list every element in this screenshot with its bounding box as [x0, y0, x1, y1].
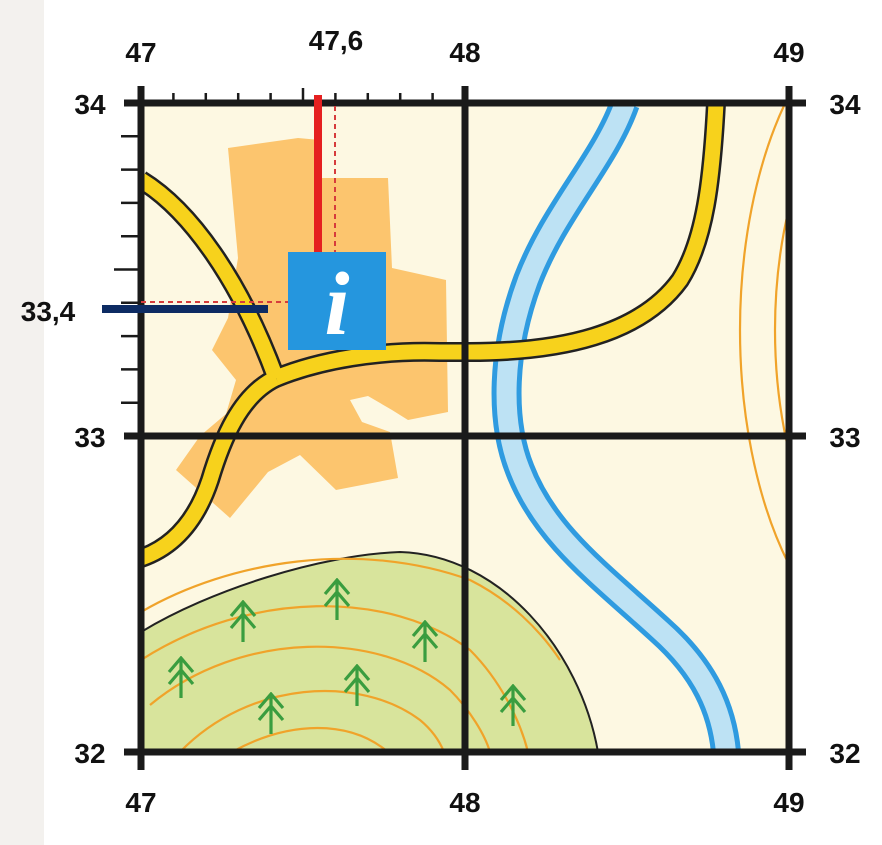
information-glyph: i — [324, 255, 349, 354]
information-icon: i — [288, 252, 386, 354]
easting-label-bottom-49: 49 — [773, 787, 804, 818]
northing-label-right-33: 33 — [829, 422, 860, 453]
river — [496, 103, 736, 752]
easting-marker — [314, 95, 322, 257]
easting-label-top-47: 47 — [125, 37, 156, 68]
northing-label-left-32: 32 — [74, 738, 105, 769]
northing-label-right-34: 34 — [829, 89, 861, 120]
reading-guides — [141, 106, 336, 303]
road — [141, 103, 724, 566]
northing-marker — [102, 305, 268, 313]
scale-ticks — [114, 88, 434, 404]
northing-label-left-34: 34 — [74, 89, 106, 120]
easting-reading-label: 47,6 — [309, 25, 364, 56]
easting-label-top-49: 49 — [773, 37, 804, 68]
easting-label-bottom-47: 47 — [125, 787, 156, 818]
northing-label-left-33: 33 — [74, 422, 105, 453]
northing-reading-label: 33,4 — [21, 296, 76, 327]
easting-label-bottom-48: 48 — [449, 787, 480, 818]
hill-contours — [738, 103, 789, 568]
northing-label-right-32: 32 — [829, 738, 860, 769]
easting-label-top-48: 48 — [449, 37, 480, 68]
woodland-contours — [141, 557, 561, 752]
